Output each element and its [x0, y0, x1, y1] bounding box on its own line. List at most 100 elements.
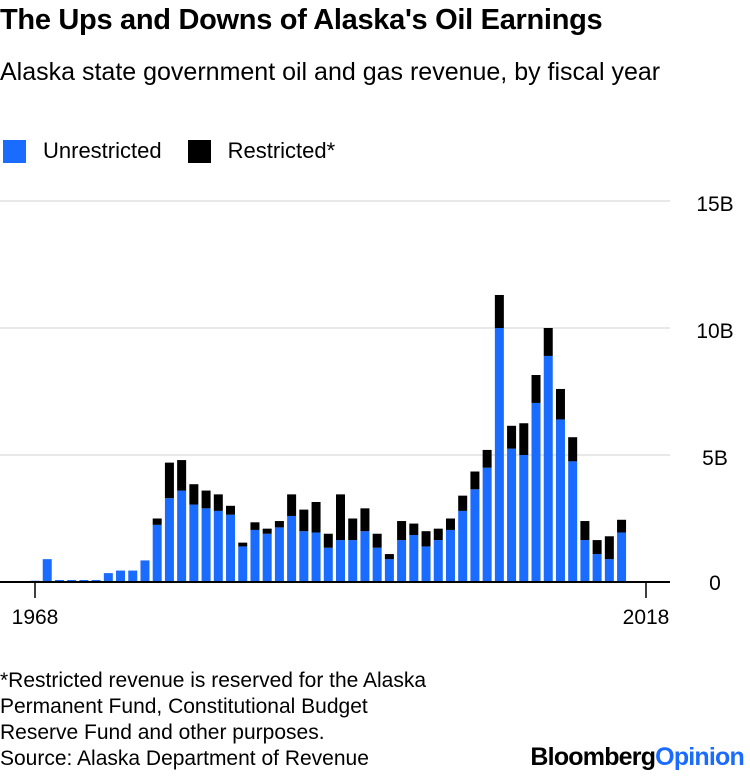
- bar-unrestricted: [128, 570, 138, 582]
- bar-unrestricted: [177, 490, 187, 582]
- bar-unrestricted: [323, 547, 333, 582]
- bar-unrestricted: [336, 540, 345, 582]
- bar-restricted: [482, 449, 492, 468]
- bloomberg-opinion-logo: BloombergOpinion: [530, 743, 744, 772]
- bar-unrestricted: [238, 546, 248, 582]
- bar-unrestricted: [140, 560, 150, 582]
- legend: Unrestricted Restricted*: [3, 138, 361, 164]
- bar-unrestricted: [617, 532, 627, 582]
- bar-restricted: [458, 495, 468, 511]
- bar-unrestricted: [421, 546, 431, 582]
- bar-unrestricted: [445, 529, 455, 582]
- bar-restricted: [421, 531, 431, 547]
- bar-restricted: [348, 518, 358, 541]
- bar-restricted: [604, 536, 614, 560]
- y-tick-label: 10B: [696, 320, 733, 343]
- bar-restricted: [397, 521, 407, 541]
- chart-title: The Ups and Downs of Alaska's Oil Earnin…: [0, 4, 603, 36]
- bar-restricted: [445, 518, 455, 530]
- bar-unrestricted: [189, 504, 199, 582]
- legend-label-unrestricted: Unrestricted: [43, 138, 162, 163]
- y-tick-label: 15B: [696, 193, 733, 216]
- bar-unrestricted: [397, 540, 407, 582]
- bar-unrestricted: [152, 524, 162, 582]
- bar-restricted: [152, 518, 162, 525]
- bar-restricted: [507, 425, 517, 449]
- bar-unrestricted: [103, 573, 113, 582]
- bar-restricted: [409, 523, 419, 536]
- x-tick-label-start: 1968: [12, 606, 59, 629]
- chart-subtitle: Alaska state government oil and gas reve…: [0, 58, 661, 86]
- bar-restricted: [592, 540, 602, 555]
- legend-swatch-unrestricted: [3, 139, 26, 163]
- bar-unrestricted: [555, 419, 565, 582]
- bar-restricted: [494, 294, 504, 328]
- bar-unrestricted: [543, 355, 553, 582]
- bar-unrestricted: [201, 508, 211, 582]
- bar-unrestricted: [262, 533, 272, 582]
- x-tick-label-end: 2018: [623, 606, 670, 629]
- bar-unrestricted: [604, 559, 614, 582]
- bar-unrestricted: [213, 510, 223, 582]
- bar-restricted: [226, 505, 236, 515]
- bar-restricted: [531, 374, 541, 403]
- bar-restricted: [519, 423, 529, 455]
- bar-restricted: [299, 509, 309, 532]
- bar-unrestricted: [79, 579, 89, 582]
- brand-name: Bloomberg: [530, 743, 656, 771]
- bar-restricted: [274, 521, 284, 528]
- bar-unrestricted: [433, 540, 443, 582]
- bar-restricted: [189, 484, 199, 505]
- bar-restricted: [433, 528, 443, 541]
- bar-restricted: [372, 533, 382, 548]
- bar-restricted: [360, 508, 370, 532]
- brand-section: Opinion: [655, 743, 745, 771]
- bar-restricted: [177, 460, 187, 491]
- bar-unrestricted: [299, 531, 309, 582]
- legend-item-unrestricted: Unrestricted: [3, 138, 162, 164]
- bar-restricted: [262, 528, 272, 534]
- bar-unrestricted: [164, 498, 174, 582]
- bar-unrestricted: [384, 559, 394, 582]
- bar-unrestricted: [470, 489, 480, 582]
- bar-unrestricted: [580, 540, 590, 582]
- bar-restricted: [164, 462, 174, 499]
- bar-restricted: [580, 521, 590, 541]
- bar-unrestricted: [458, 510, 468, 582]
- bar-restricted: [555, 388, 565, 420]
- bar-unrestricted: [372, 547, 382, 582]
- bar-restricted: [543, 328, 553, 356]
- bar-unrestricted: [250, 529, 260, 582]
- footnote: *Restricted revenue is reserved for the …: [0, 668, 560, 772]
- bar-restricted: [617, 519, 627, 533]
- footnote-line: Permanent Fund, Constitutional Budget: [0, 695, 368, 718]
- bar-restricted: [568, 437, 578, 462]
- bar-unrestricted: [348, 540, 358, 582]
- bar-restricted: [238, 542, 248, 547]
- bar-unrestricted: [531, 402, 541, 582]
- bar-restricted: [287, 494, 297, 516]
- source-note: Source: Alaska Department of Revenue: [0, 747, 369, 770]
- legend-label-restricted: Restricted*: [227, 138, 336, 163]
- bar-restricted: [384, 554, 394, 560]
- bar-unrestricted: [116, 570, 126, 582]
- bar-unrestricted: [507, 448, 517, 582]
- bar-restricted: [201, 490, 211, 509]
- y-tick-label: 0: [709, 572, 721, 595]
- bar-unrestricted: [482, 467, 492, 582]
- legend-item-restricted: Restricted*: [187, 138, 336, 164]
- bar-unrestricted: [42, 559, 52, 582]
- bar-unrestricted: [592, 554, 602, 582]
- y-tick-label: 5B: [702, 447, 728, 470]
- bar-restricted: [213, 494, 223, 511]
- bar-unrestricted: [287, 515, 297, 582]
- bar-unrestricted: [494, 328, 504, 582]
- bar-unrestricted: [568, 461, 578, 582]
- footnote-line: *Restricted revenue is reserved for the …: [0, 669, 427, 692]
- bar-restricted: [336, 494, 345, 541]
- bar-restricted: [250, 522, 260, 530]
- bar-unrestricted: [67, 579, 77, 582]
- bar-chart: 15B 10B 5B 0 1968 2018: [0, 193, 734, 629]
- legend-swatch-restricted: [187, 139, 211, 163]
- bar-unrestricted: [54, 579, 64, 582]
